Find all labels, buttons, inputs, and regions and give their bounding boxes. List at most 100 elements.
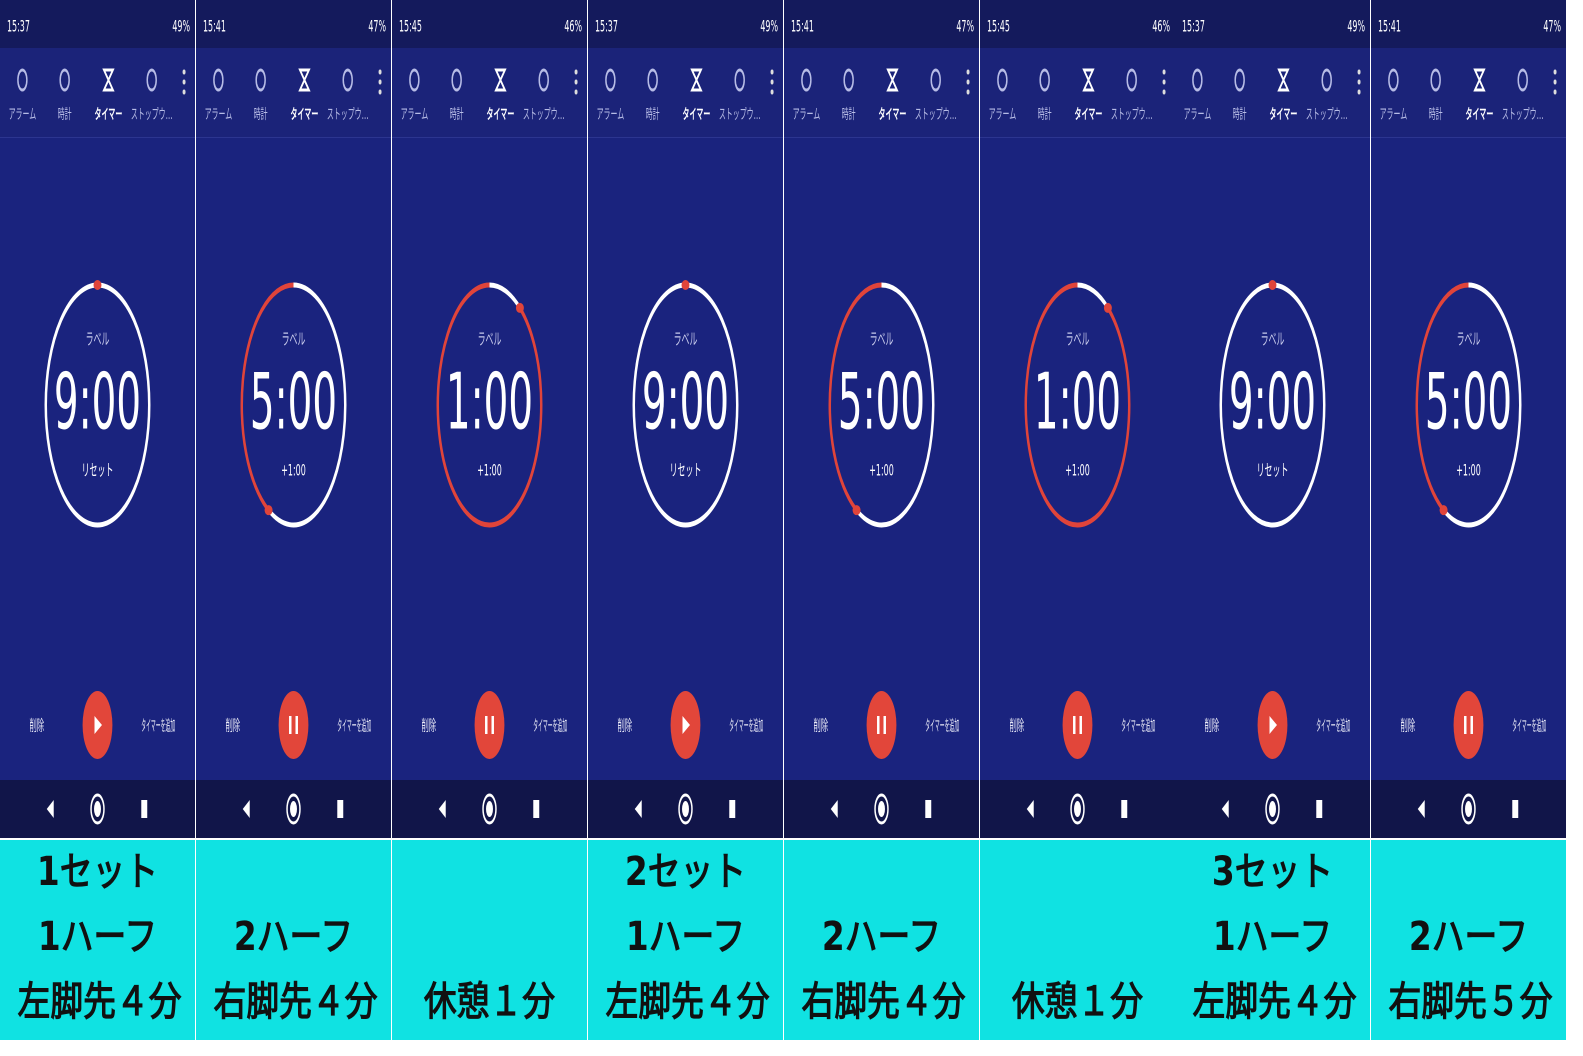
tab-label[interactable]: アラーム: [597, 106, 625, 122]
tab-label[interactable]: ストップウ…: [523, 106, 565, 122]
delete-button[interactable]: 削除: [617, 717, 632, 735]
delete-button[interactable]: 削除: [421, 717, 436, 735]
tab-label[interactable]: タイマー: [291, 105, 319, 123]
nav-recents[interactable]: [533, 800, 540, 818]
timer-label[interactable]: ラベル: [282, 329, 306, 348]
nav-home[interactable]: [874, 793, 889, 825]
play-pause-button[interactable]: [1062, 691, 1093, 759]
add-timer-button[interactable]: タイマーを追加: [533, 717, 567, 735]
nav-back[interactable]: [634, 800, 642, 818]
tab-label[interactable]: 時計: [450, 105, 464, 123]
sub-button[interactable]: リセット: [82, 460, 114, 479]
nav-recents[interactable]: [925, 800, 932, 818]
nav-home[interactable]: [90, 793, 105, 825]
nav-recents[interactable]: [1316, 800, 1323, 818]
add-timer-button[interactable]: タイマーを追加: [925, 717, 959, 735]
tab-icon: [17, 68, 28, 92]
sub-button[interactable]: +1:00: [1456, 460, 1481, 479]
tab-label[interactable]: アラーム: [1184, 106, 1212, 122]
pause-icon: [289, 716, 292, 734]
menu-dot: [574, 69, 578, 75]
timer-label[interactable]: ラベル: [1261, 329, 1285, 348]
tab-label[interactable]: 時計: [1038, 105, 1052, 123]
nav-back[interactable]: [46, 800, 54, 818]
nav-back[interactable]: [1221, 800, 1229, 818]
play-pause-button[interactable]: [1453, 691, 1484, 759]
tab-label[interactable]: タイマー: [683, 105, 711, 123]
tab-label[interactable]: ストップウ…: [915, 106, 957, 122]
nav-home[interactable]: [482, 793, 497, 825]
tab-label[interactable]: ストップウ…: [1306, 106, 1348, 122]
tab-label[interactable]: アラーム: [989, 106, 1017, 122]
delete-button[interactable]: 削除: [813, 717, 828, 735]
add-timer-button[interactable]: タイマーを追加: [1512, 717, 1546, 735]
timer-label[interactable]: ラベル: [1457, 329, 1481, 348]
tab-label[interactable]: タイマー: [1466, 105, 1494, 123]
nav-home[interactable]: [678, 793, 693, 825]
tab-label[interactable]: アラーム: [401, 106, 429, 122]
timer-label[interactable]: ラベル: [870, 329, 894, 348]
delete-button[interactable]: 削除: [1009, 717, 1024, 735]
play-pause-button[interactable]: [278, 691, 309, 759]
tab-label[interactable]: 時計: [254, 105, 268, 123]
tab-label[interactable]: タイマー: [487, 105, 515, 123]
sub-button[interactable]: +1:00: [281, 460, 306, 479]
tab-label[interactable]: タイマー: [1270, 105, 1298, 123]
add-timer-button[interactable]: タイマーを追加: [141, 717, 175, 735]
pause-icon: [883, 716, 886, 734]
nav-recents[interactable]: [141, 800, 148, 818]
nav-recents[interactable]: [337, 800, 344, 818]
tab-label[interactable]: ストップウ…: [1502, 106, 1544, 122]
delete-button[interactable]: 削除: [1204, 717, 1219, 735]
tab-label[interactable]: アラーム: [793, 106, 821, 122]
caption-box: 2ハーフ 右脚先４分: [196, 840, 391, 1040]
tab-label[interactable]: アラーム: [9, 106, 37, 122]
tab-label[interactable]: 時計: [646, 105, 660, 123]
nav-recents[interactable]: [729, 800, 736, 818]
play-pause-button[interactable]: [866, 691, 897, 759]
add-timer-button[interactable]: タイマーを追加: [729, 717, 763, 735]
delete-button[interactable]: 削除: [225, 717, 240, 735]
sub-button[interactable]: リセット: [670, 460, 702, 479]
tab-label[interactable]: ストップウ…: [719, 106, 761, 122]
tab-label[interactable]: ストップウ…: [1111, 106, 1153, 122]
tab-label[interactable]: タイマー: [95, 105, 123, 123]
tab-label[interactable]: 時計: [1429, 105, 1443, 123]
tab-label[interactable]: アラーム: [205, 106, 233, 122]
nav-home[interactable]: [1461, 793, 1476, 825]
nav-back[interactable]: [242, 800, 250, 818]
tab-label[interactable]: タイマー: [879, 105, 907, 123]
timer-label[interactable]: ラベル: [1066, 329, 1090, 348]
tab-label[interactable]: 時計: [842, 105, 856, 123]
tab-label[interactable]: ストップウ…: [131, 106, 173, 122]
sub-button[interactable]: +1:00: [477, 460, 502, 479]
timer-label[interactable]: ラベル: [86, 329, 110, 348]
tab-label[interactable]: ストップウ…: [327, 106, 369, 122]
nav-recents[interactable]: [1512, 800, 1519, 818]
nav-home[interactable]: [286, 793, 301, 825]
tab-label[interactable]: タイマー: [1075, 105, 1103, 123]
timer-label[interactable]: ラベル: [674, 329, 698, 348]
nav-back[interactable]: [1417, 800, 1425, 818]
tab-label[interactable]: 時計: [1233, 105, 1247, 123]
add-timer-button[interactable]: タイマーを追加: [1121, 717, 1155, 735]
tab-label[interactable]: アラーム: [1380, 106, 1408, 122]
nav-recents[interactable]: [1121, 800, 1128, 818]
add-timer-button[interactable]: タイマーを追加: [1316, 717, 1350, 735]
sub-button[interactable]: +1:00: [869, 460, 894, 479]
play-pause-button[interactable]: [474, 691, 505, 759]
sub-button[interactable]: リセット: [1257, 460, 1289, 479]
nav-home[interactable]: [1070, 793, 1085, 825]
tab-label[interactable]: 時計: [58, 105, 72, 123]
delete-button[interactable]: 削除: [29, 717, 44, 735]
nav-back[interactable]: [1026, 800, 1034, 818]
sub-button[interactable]: +1:00: [1065, 460, 1090, 479]
delete-button[interactable]: 削除: [1400, 717, 1415, 735]
nav-back[interactable]: [830, 800, 838, 818]
add-timer-button[interactable]: タイマーを追加: [337, 717, 371, 735]
nav-home[interactable]: [1265, 793, 1280, 825]
phone-screen: 15:45 46% アラーム 時計 タイマー ストップウ… ラベル 1:00 +1:00 削除 タイ…: [392, 0, 587, 838]
timer-label[interactable]: ラベル: [478, 329, 502, 348]
nav-home-dot: [486, 801, 493, 817]
nav-back[interactable]: [438, 800, 446, 818]
